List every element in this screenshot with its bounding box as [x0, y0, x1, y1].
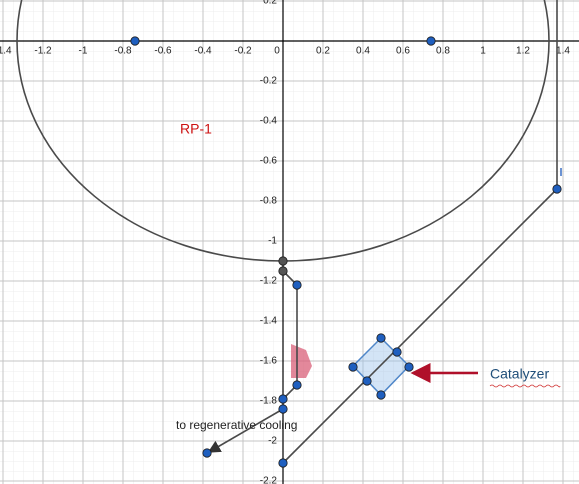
- x-tick-label: 0: [274, 46, 280, 57]
- point: [292, 380, 302, 390]
- point: [348, 362, 358, 372]
- segment: [282, 188, 558, 464]
- point: [278, 256, 288, 266]
- x-tick-label: 1: [480, 46, 486, 57]
- y-tick-label: -0.4: [260, 116, 278, 127]
- y-tick-label: -1.6: [260, 356, 278, 367]
- point: [376, 390, 386, 400]
- y-tick-label: -1: [268, 236, 277, 247]
- x-tick-label: 0.6: [396, 46, 410, 57]
- point: [426, 36, 436, 46]
- y-tick-label: -0.8: [260, 196, 278, 207]
- spell-underline: [489, 384, 561, 388]
- x-tick-label: 0.8: [436, 46, 450, 57]
- arrow: [207, 408, 284, 453]
- x-tick-label: -1.2: [34, 46, 52, 57]
- label-catalyzer: Catalyzer: [490, 366, 549, 382]
- points: [130, 36, 562, 468]
- x-tick-label: 1.4: [556, 46, 570, 57]
- x-tick-label: -0.8: [114, 46, 132, 57]
- point: [278, 394, 288, 404]
- x-tick-label: 1.2: [516, 46, 530, 57]
- point: [552, 184, 562, 194]
- x-tick-label: -1: [79, 46, 88, 57]
- point: [130, 36, 140, 46]
- point: [278, 458, 288, 468]
- point: [362, 376, 372, 386]
- point: [376, 333, 386, 343]
- x-tick-label: 0.4: [356, 46, 370, 57]
- point: [278, 404, 288, 414]
- y-tick-label: -1.8: [260, 396, 278, 407]
- point: [392, 347, 402, 357]
- point: [292, 280, 302, 290]
- y-tick-label: -1.2: [260, 276, 278, 287]
- x-tick-label: -0.4: [194, 46, 212, 57]
- point: [278, 266, 288, 276]
- y-tick-label: -2: [268, 436, 277, 447]
- point: [404, 362, 414, 372]
- x-tick-label: 0.2: [316, 46, 330, 57]
- label-cooling: to regenerative cooling: [176, 418, 297, 432]
- y-tick-label: -1.4: [260, 316, 278, 327]
- x-tick-label: -0.6: [154, 46, 172, 57]
- point: [202, 448, 212, 458]
- y-tick-label: -0.2: [260, 76, 278, 87]
- y-tick-label: -2.2: [260, 476, 278, 484]
- label-rp1: RP-1: [180, 121, 212, 137]
- x-tick-label: -0.2: [234, 46, 252, 57]
- y-tick-label: -0.6: [260, 156, 278, 167]
- y-tick-label: 0.2: [263, 0, 277, 7]
- x-tick-label: -1.4: [0, 46, 12, 57]
